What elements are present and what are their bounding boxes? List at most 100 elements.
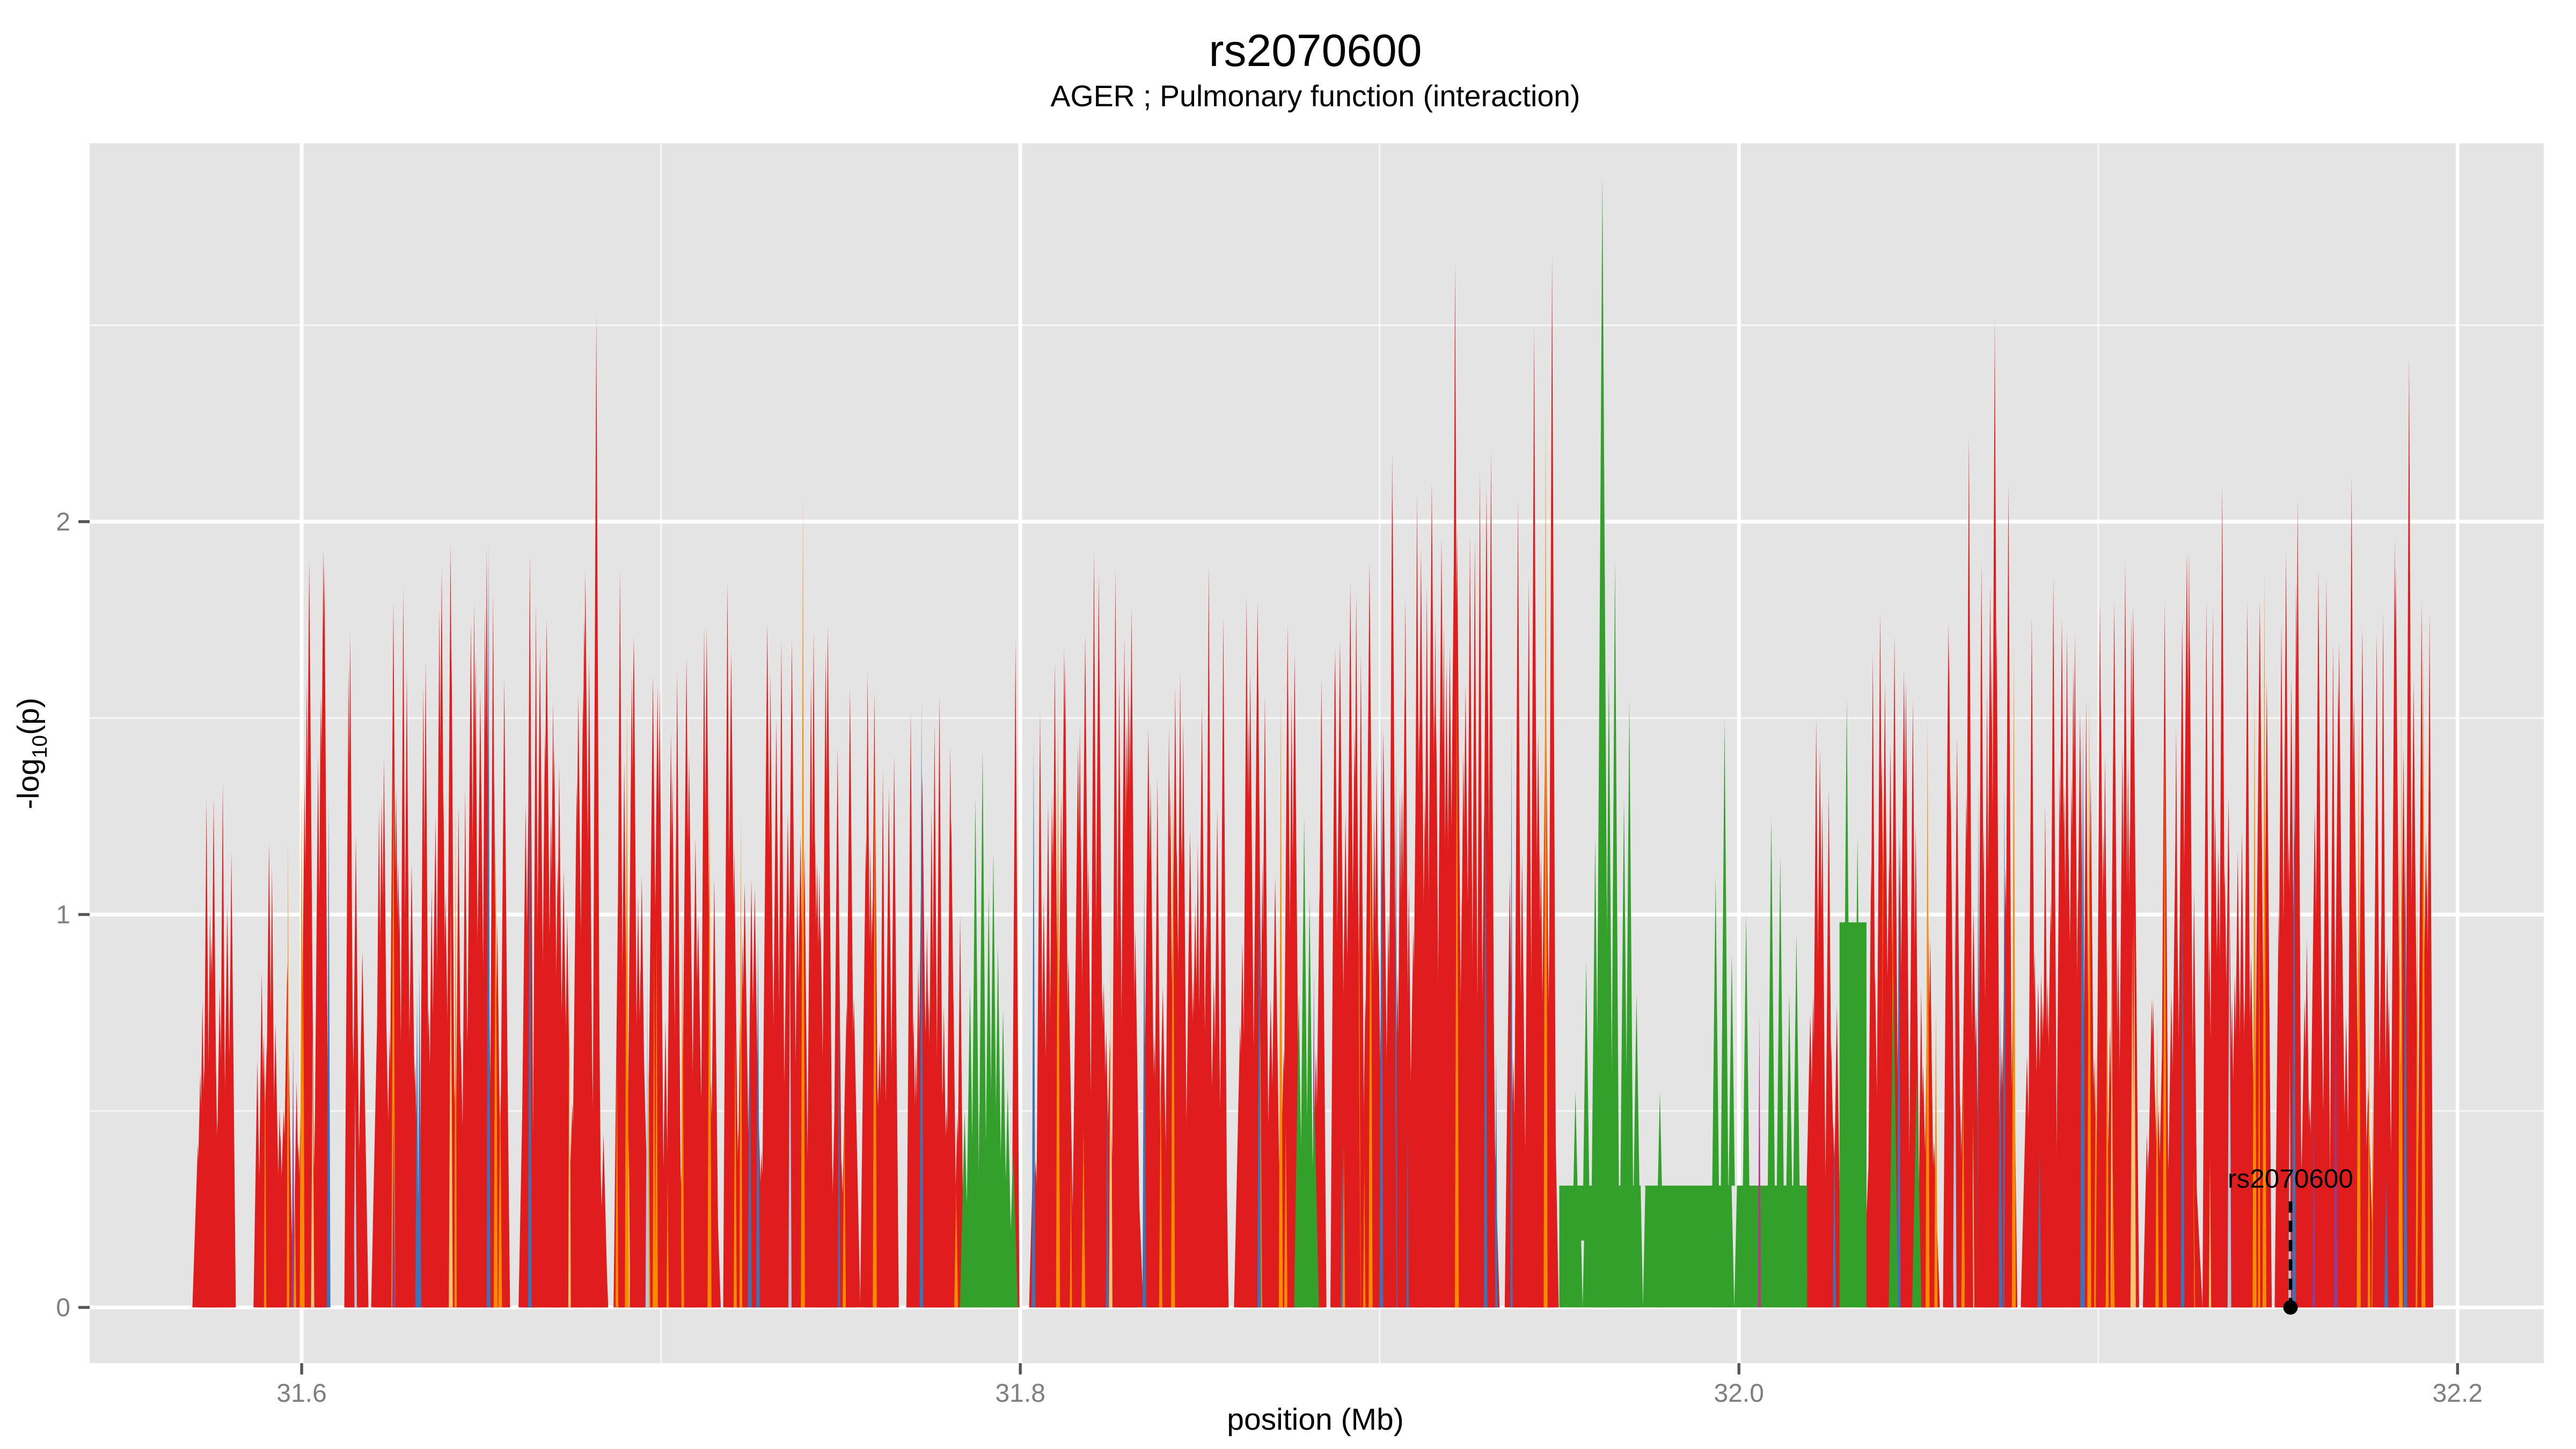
snp-spike-orange (680, 920, 684, 1308)
snp-spike (832, 747, 843, 1308)
feature-spike-green (1003, 1087, 1013, 1308)
feature-spike-red (1513, 498, 1523, 1308)
snp-spike-blue (1998, 1000, 2002, 1308)
snp-spike (599, 1133, 608, 1308)
axis-ticks-and-labels: 31.6 31.8 32.0 32.2 0 1 2 (56, 508, 2483, 1408)
snp-spike (502, 940, 510, 1308)
snp-spike-purple (291, 1042, 295, 1308)
snp-spike (889, 754, 899, 1308)
feature-spike-red (777, 639, 786, 1308)
feature-spike-green (1624, 698, 1634, 1308)
feature-spike-purple (2312, 1091, 2316, 1308)
feature-spike-orange (801, 490, 805, 1308)
feature-spike-red (1944, 639, 1953, 1308)
snp-spike-blue (415, 986, 419, 1308)
snp-spike-orange (454, 798, 457, 1308)
feature-spike-green (1655, 1091, 1665, 1308)
snp-spike-orange (287, 832, 290, 1308)
feature-spike-red (1125, 698, 1135, 1308)
feature-spike-orange (2011, 639, 2016, 1308)
feature-spike-red (2390, 537, 2399, 1308)
snp-spike-blue (1510, 714, 1513, 1308)
snp-spike-orange (2367, 1015, 2370, 1308)
feature-spike-green (1570, 1091, 1580, 1308)
feature-spike-red (2049, 576, 2058, 1308)
feature-spike-red (1413, 553, 1422, 1308)
snp-spike-lightorange (1109, 908, 1113, 1308)
x-axis-title: position (Mb) (1227, 1402, 1403, 1437)
feature-spike-red (1990, 317, 1999, 1308)
feature-spike-red (2004, 482, 2013, 1308)
feature-spike-red (2120, 561, 2130, 1308)
snp-spike-orange (2105, 919, 2109, 1308)
feature-spike-green (970, 796, 980, 1308)
feature-spike-green (1853, 836, 1862, 1308)
feature-spike-green (1711, 875, 1721, 1308)
snp-spike (956, 914, 964, 1308)
snp-spike-lightblue (1953, 876, 1957, 1308)
annotation-label: rs2070600 (2228, 1164, 2353, 1194)
feature-spike-red (935, 694, 944, 1308)
green-block-notch (1731, 1185, 1737, 1308)
snp-spike-orange (734, 1024, 737, 1308)
feature-spike-blue (2080, 737, 2084, 1308)
feature-spike-green (1842, 698, 1851, 1308)
feature-spike-green (1791, 934, 1802, 1308)
snp-spike-blue (838, 974, 840, 1308)
snp-spike-lightorange (568, 916, 571, 1308)
feature-spike-red (1089, 549, 1099, 1308)
snp-spike-orange (843, 1109, 846, 1308)
feature-spike-red (1824, 788, 1833, 1308)
feature-spike-red (346, 631, 355, 1308)
feature-spike-blue (1142, 875, 1146, 1308)
y-tick-label: 0 (56, 1294, 70, 1322)
feature-spike-red (1880, 734, 1889, 1308)
snp-annotation: rs2070600 (2228, 1164, 2353, 1315)
snp-spike-purple (2333, 956, 2338, 1308)
feature-spike-green (1784, 993, 1794, 1308)
snp-spike-orange (1342, 1141, 1345, 1308)
snp-spike-orange (264, 1053, 267, 1308)
feature-spike-red (1529, 325, 1539, 1308)
feature-spike-red (209, 796, 218, 1308)
snp-spike-lightblue (353, 1090, 357, 1308)
feature-spike-lightblue (645, 954, 649, 1308)
snp-spike-orange (2400, 676, 2403, 1308)
feature-spike-red (592, 313, 601, 1308)
plot-title: rs2070600 (1209, 25, 1422, 76)
x-tick-label: 31.6 (276, 1379, 326, 1408)
feature-spike-red (672, 671, 682, 1308)
feature-spike-green (1008, 1150, 1018, 1308)
feature-spike-orange (1056, 710, 1060, 1308)
feature-spike-green (1631, 993, 1642, 1308)
feature-spike-green (1775, 855, 1785, 1308)
feature-spike-red (421, 659, 430, 1308)
snp-spike (847, 997, 860, 1308)
feature-spike-red (2372, 631, 2381, 1308)
snp-spike-orange (1159, 1069, 1162, 1308)
feature-spike-red (1352, 592, 1361, 1308)
feature-spike-red (1977, 561, 1986, 1308)
snp-spike-orange (666, 1176, 669, 1308)
feature-spike-red (1964, 435, 1973, 1308)
feature-spike-orange (2252, 678, 2257, 1308)
feature-spike-red (1244, 710, 1253, 1308)
feature-spike-red (2322, 576, 2331, 1308)
feature-spike-orange (1171, 773, 1175, 1308)
snp-spike (1316, 678, 1327, 1308)
feature-spike-red (1470, 537, 1480, 1308)
feature-spike-magenta (1758, 1013, 1761, 1308)
feature-spike-red (1176, 671, 1185, 1308)
feature-spike-lightorange (2130, 934, 2135, 1308)
feature-spikes (209, 175, 2426, 1308)
y-axis-title: -log10(p) (11, 698, 52, 809)
snp-spike-orange (1284, 1122, 1288, 1308)
feature-spike-lightorange (449, 895, 453, 1308)
snp-spike-blue (1832, 1125, 1836, 1308)
feature-spike-red (723, 580, 732, 1308)
snp-spike-orange (1961, 1072, 1965, 1308)
feature-spike-green (1604, 671, 1614, 1308)
feature-spike-red (1548, 254, 1557, 1308)
feature-spike-blue (756, 934, 760, 1308)
